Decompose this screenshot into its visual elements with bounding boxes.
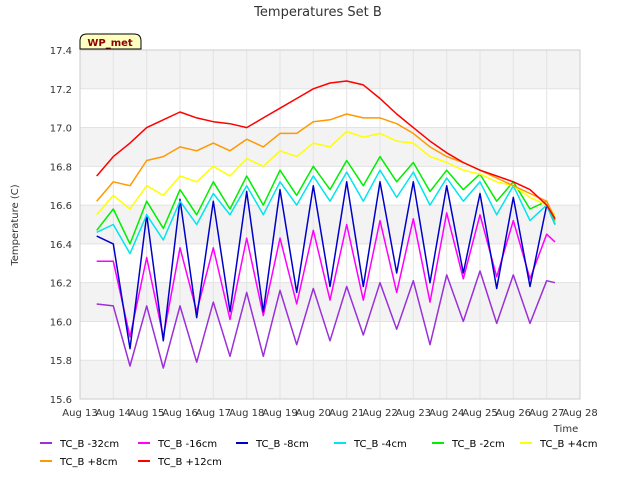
x-tick-label: Aug 18 xyxy=(229,408,264,419)
x-tick-label: Aug 16 xyxy=(162,408,197,419)
x-tick-label: Aug 15 xyxy=(129,408,164,419)
legend-label: TC_B -2cm xyxy=(451,439,505,450)
y-tick-label: 17.0 xyxy=(50,124,72,135)
series-line xyxy=(96,181,556,350)
series-line xyxy=(96,130,556,216)
x-tick-label: Aug 24 xyxy=(429,408,464,419)
y-tick-label: 17.4 xyxy=(50,46,72,57)
y-tick-label: 15.6 xyxy=(50,395,72,406)
wp-met-annotation: WP_met xyxy=(79,33,142,50)
x-tick-label: Aug 22 xyxy=(362,408,397,419)
series-lines xyxy=(96,80,556,369)
legend-label: TC_B -4cm xyxy=(353,439,407,450)
series-line xyxy=(96,270,556,369)
y-tick-label: 16.6 xyxy=(50,201,72,212)
x-tick-label: Aug 28 xyxy=(562,408,597,419)
y-tick-label: 15.8 xyxy=(50,356,72,367)
x-tick-label: Aug 14 xyxy=(96,408,131,419)
y-axis-label: Temperature (C) xyxy=(10,184,21,266)
plot-band xyxy=(80,205,580,244)
legend-label: TC_B -16cm xyxy=(157,439,217,450)
plot-area-bands xyxy=(80,50,580,399)
plot-band xyxy=(80,282,580,322)
x-tick-label: Aug 20 xyxy=(296,408,331,419)
y-axis-ticks: 15.6 15.8 16.0 16.2 16.4 16.6 16.8 17.0 17.2 17.4 xyxy=(50,46,72,406)
annotation-box xyxy=(79,33,142,50)
y-tick-label: 16.4 xyxy=(50,240,72,251)
annotation-label: WP_met xyxy=(87,38,133,49)
y-tick-label: 16.8 xyxy=(50,162,72,173)
legend: TC_B -32cm TC_B -16cm TC_B -8cm TC_B -4cm TC… xyxy=(40,439,598,468)
series-line xyxy=(96,155,556,245)
x-tick-label: Aug 21 xyxy=(329,408,364,419)
legend-label: TC_B +12cm xyxy=(157,457,222,468)
series-line xyxy=(96,80,556,220)
chart-title: Temperatures Set B xyxy=(253,5,382,20)
y-tick-label: 16.0 xyxy=(50,317,72,328)
x-tick-label: Aug 25 xyxy=(462,408,497,419)
x-tick-label: Aug 19 xyxy=(262,408,297,419)
legend-label: TC_B +8cm xyxy=(59,457,118,468)
x-axis-label: Time xyxy=(553,424,578,435)
series-line xyxy=(96,212,556,338)
x-tick-label: Aug 23 xyxy=(396,408,431,419)
series-line xyxy=(96,169,556,255)
x-tick-label: Aug 17 xyxy=(196,408,231,419)
legend-label: TC_B -8cm xyxy=(255,439,309,450)
x-tick-label: Aug 13 xyxy=(62,408,97,419)
plot-band xyxy=(80,88,580,128)
plot-band xyxy=(80,166,580,206)
y-tick-label: 17.2 xyxy=(50,85,72,96)
y-tick-label: 16.2 xyxy=(50,279,72,290)
plot-frame xyxy=(79,49,581,400)
x-tick-label: Aug 27 xyxy=(529,408,564,419)
legend-label: TC_B +4cm xyxy=(539,439,598,450)
x-tick-label: Aug 26 xyxy=(496,408,531,419)
plot-band xyxy=(80,360,580,399)
legend-label: TC_B -32cm xyxy=(59,439,119,450)
grid-lines xyxy=(79,49,581,400)
